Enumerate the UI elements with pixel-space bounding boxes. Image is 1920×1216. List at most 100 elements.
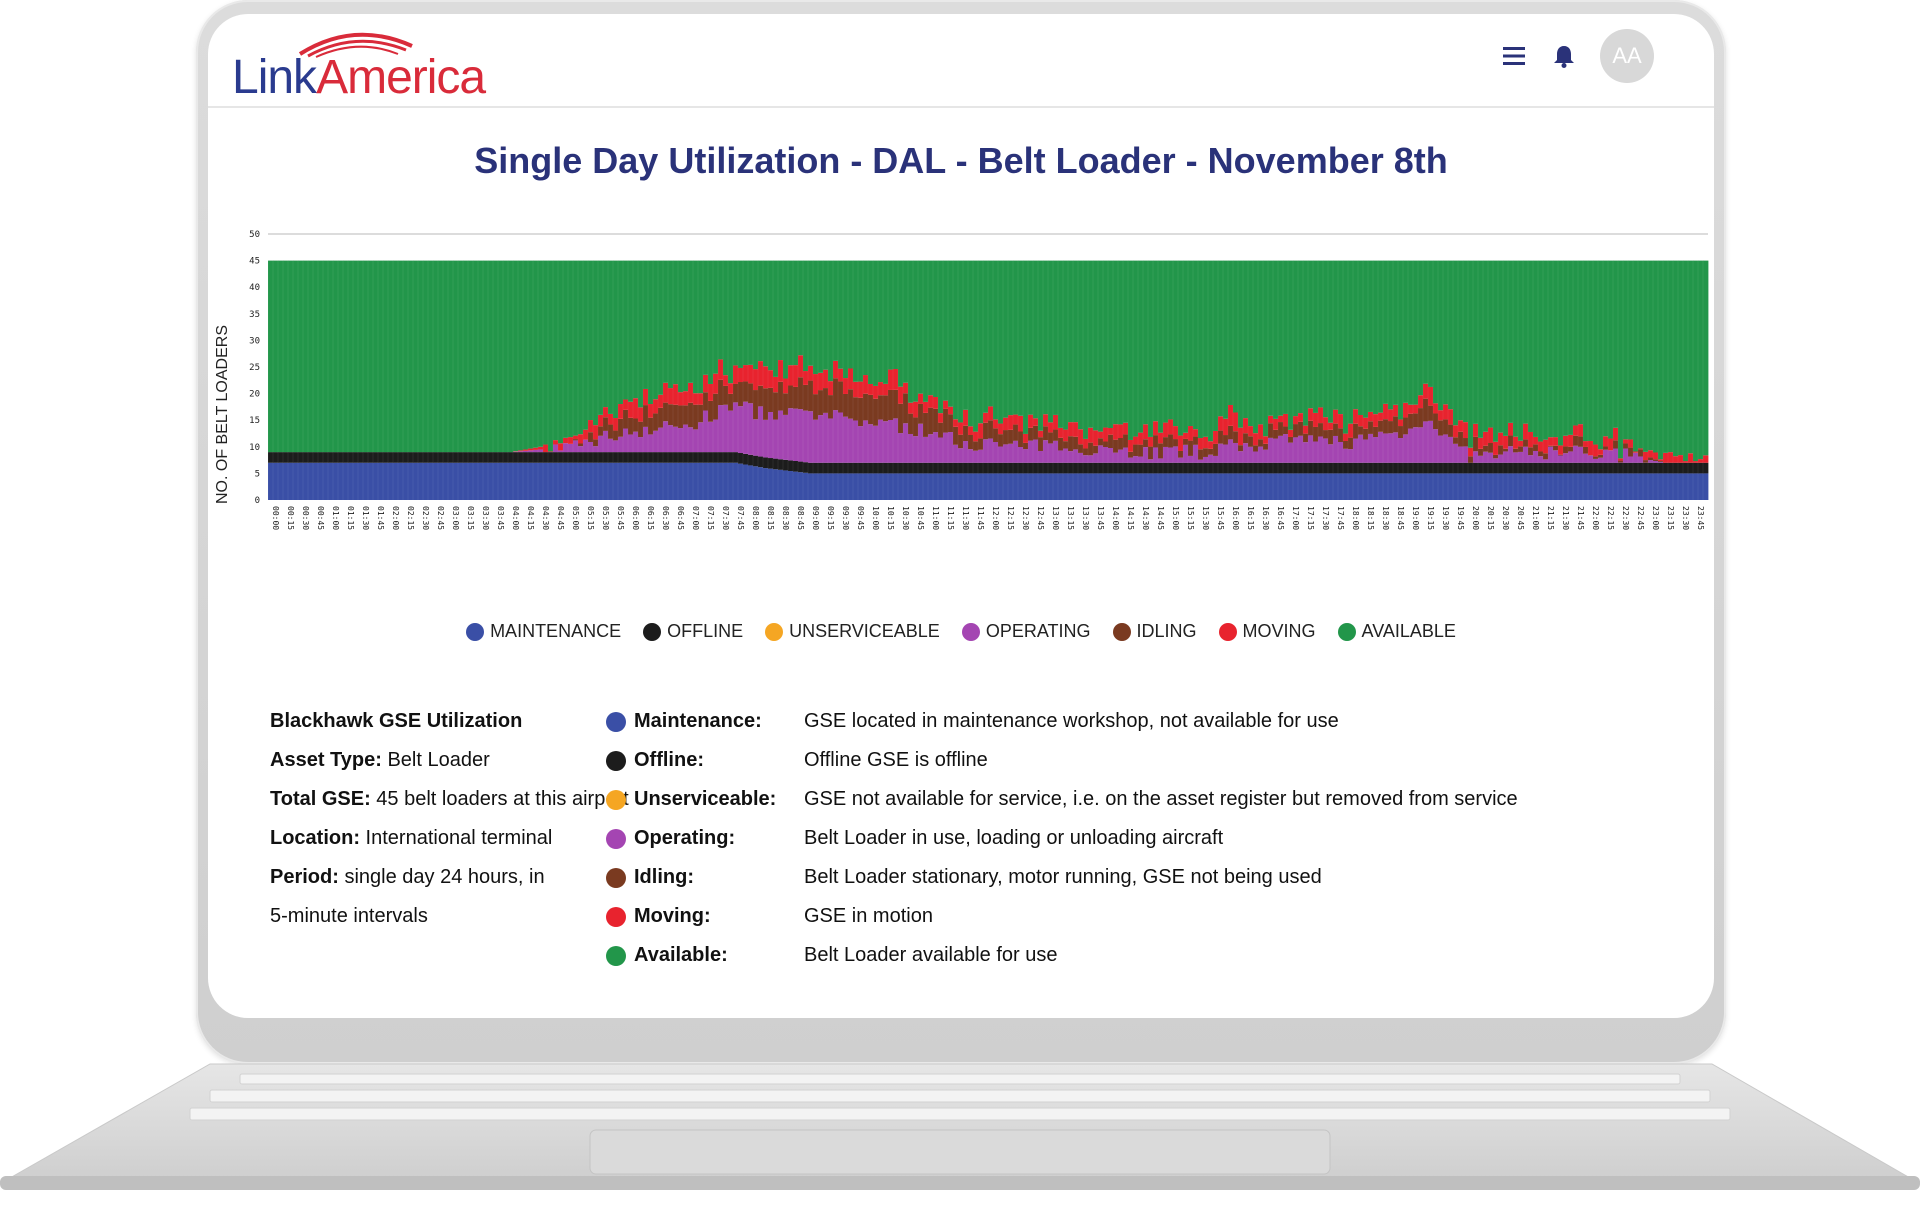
bar-segment-moving [1588, 440, 1594, 456]
bar-segment-idling [618, 418, 624, 437]
bar-segment-maintenance [733, 462, 739, 500]
bar-segment-idling [928, 407, 934, 435]
bar-segment-idling [823, 388, 829, 413]
bar-segment-operating [1528, 455, 1534, 463]
bar-segment-offline [1298, 462, 1304, 474]
definition-swatch-maintenance [606, 711, 626, 732]
definition-row-idling: Idling: Belt Loader stationary, motor run… [606, 858, 1686, 897]
legend-item-available[interactable]: AVAILABLE [1337, 621, 1456, 642]
bar-segment-offline [733, 452, 739, 463]
bar-segment-maintenance [1003, 473, 1009, 500]
bar-segment-idling [1513, 448, 1519, 453]
bar-segment-offline [1683, 462, 1689, 474]
bar-segment-moving [938, 413, 944, 423]
bar-segment-offline [1663, 462, 1669, 474]
bar-segment-idling [1638, 449, 1644, 457]
logo-arcs-icon [298, 32, 413, 58]
bar-segment-moving [663, 382, 669, 403]
bar-segment-offline [1173, 462, 1179, 474]
bar-segment-offline [1678, 462, 1684, 474]
bar-segment-offline [1068, 462, 1074, 474]
bar-segment-available [1388, 260, 1394, 410]
bar-segment-available [573, 260, 579, 436]
bar-segment-available [713, 260, 719, 374]
legend-item-moving[interactable]: MOVING [1218, 621, 1316, 642]
x-tick-label: 11:30 [961, 506, 970, 530]
bar-segment-offline [1013, 462, 1019, 474]
bar-segment-available [1173, 260, 1179, 427]
bar-segment-operating [1148, 459, 1154, 463]
legend-item-maintenance[interactable]: MAINTENANCE [466, 621, 621, 642]
bar-segment-maintenance [793, 471, 799, 500]
bar-segment-offline [1483, 462, 1489, 474]
user-avatar[interactable]: AA [1600, 29, 1654, 83]
bar-segment-maintenance [883, 473, 889, 500]
bar-segment-moving [683, 391, 689, 406]
x-tick-label: 13:45 [1096, 506, 1105, 530]
legend-item-operating[interactable]: OPERATING [961, 621, 1091, 642]
bar-segment-maintenance [593, 462, 599, 500]
bar-segment-available [458, 260, 464, 453]
bar-segment-maintenance [1178, 473, 1184, 500]
bar-segment-maintenance [803, 472, 809, 500]
bar-segment-maintenance [1568, 473, 1574, 500]
hamburger-menu-icon[interactable] [1500, 42, 1528, 70]
bar-segment-offline [403, 452, 409, 463]
bar-segment-offline [1093, 462, 1099, 474]
bar-segment-operating [778, 410, 784, 460]
bar-segment-available [1023, 260, 1029, 434]
bar-segment-maintenance [953, 473, 959, 500]
bar-segment-idling [903, 393, 909, 424]
bar-segment-idling [993, 428, 999, 442]
bar-segment-idling [1178, 450, 1184, 458]
bar-segment-moving [1258, 424, 1264, 440]
bar-segment-moving [543, 444, 549, 453]
bar-segment-available [748, 260, 754, 365]
bar-segment-maintenance [1393, 473, 1399, 500]
x-tick-label: 08:30 [781, 506, 790, 530]
bar-segment-moving [1553, 437, 1559, 446]
x-tick-label: 06:15 [646, 506, 655, 530]
bar-segment-idling [683, 405, 689, 425]
bar-segment-maintenance [878, 473, 884, 500]
bar-segment-offline [288, 452, 294, 463]
bar-segment-offline [1543, 462, 1549, 474]
bell-icon[interactable] [1550, 42, 1578, 70]
bar-segment-available [463, 260, 469, 453]
bar-segment-operating [1343, 448, 1349, 463]
bar-segment-maintenance [1138, 473, 1144, 500]
bar-segment-operating [1313, 441, 1319, 463]
bar-segment-maintenance [1668, 473, 1674, 500]
legend-item-offline[interactable]: OFFLINE [643, 621, 743, 642]
x-tick-label: 19:00 [1411, 506, 1420, 530]
bar-segment-maintenance [633, 462, 639, 500]
legend-label: OPERATING [985, 621, 1091, 641]
legend-item-idling[interactable]: IDLING [1112, 621, 1197, 642]
bar-segment-available [628, 260, 634, 402]
bar-segment-available [1268, 260, 1274, 416]
bar-segment-operating [1398, 438, 1404, 463]
legend-item-unserviceable[interactable]: UNSERVICEABLE [765, 621, 940, 642]
bar-segment-offline [528, 452, 534, 463]
bar-segment-available [763, 260, 769, 367]
bar-segment-idling [1108, 434, 1114, 448]
bar-segment-moving [943, 400, 949, 409]
bar-segment-maintenance [448, 462, 454, 500]
bar-segment-maintenance [418, 462, 424, 500]
bar-segment-moving [1163, 422, 1169, 438]
bar-segment-available [623, 260, 629, 400]
bar-segment-operating [1303, 442, 1309, 463]
bar-segment-moving [793, 365, 799, 387]
bar-segment-idling [843, 393, 849, 417]
bar-segment-operating [1483, 451, 1489, 463]
bar-segment-idling [1023, 442, 1029, 450]
bar-segment-offline [1643, 462, 1649, 474]
bar-segment-moving [1698, 459, 1704, 463]
bar-segment-idling [758, 385, 764, 407]
bar-segment-offline [398, 452, 404, 463]
definition-row-offline: Offline: Offline GSE is offline [606, 741, 1686, 780]
bar-segment-moving [1533, 436, 1539, 445]
bar-segment-operating [1573, 445, 1579, 463]
brand-logo[interactable]: LinkAmerica [232, 24, 532, 114]
bar-segment-available [928, 260, 934, 396]
